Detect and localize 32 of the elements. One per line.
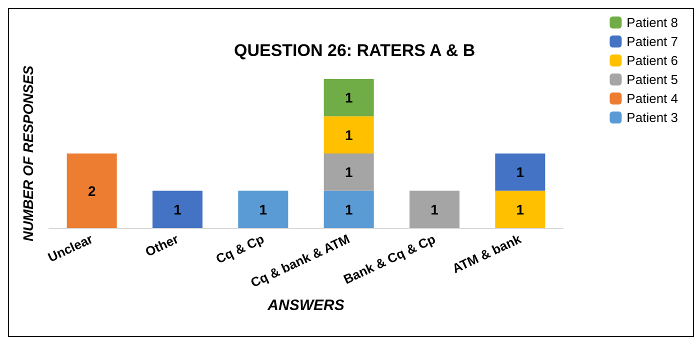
legend-label: Patient 6 xyxy=(626,53,678,68)
bar xyxy=(324,190,374,228)
bar xyxy=(324,154,374,191)
legend-label: Patient 5 xyxy=(626,72,678,87)
data-label: 1 xyxy=(516,201,524,218)
bar xyxy=(152,190,202,228)
bar xyxy=(495,190,546,228)
x-axis-title: ANSWERS xyxy=(266,297,344,314)
x-tick-label: Other xyxy=(142,231,181,260)
data-label: 1 xyxy=(430,201,439,218)
data-label: 1 xyxy=(174,201,182,218)
x-tick-label: Cq & Cp xyxy=(214,231,266,266)
data-label: 1 xyxy=(344,164,353,180)
data-label: 1 xyxy=(344,126,353,143)
data-label: 1 xyxy=(344,90,353,106)
bar xyxy=(324,79,374,116)
x-tick-label: ATM & bank xyxy=(450,230,524,276)
bar xyxy=(410,190,460,228)
chart-title: QUESTION 26: RATERS A & B xyxy=(234,41,476,60)
data-label: 1 xyxy=(516,164,524,180)
bar xyxy=(238,190,288,228)
data-label: 2 xyxy=(88,182,96,199)
bar xyxy=(324,116,374,154)
legend-label: Patient 3 xyxy=(626,110,678,125)
data-label: 1 xyxy=(259,201,268,218)
bar xyxy=(495,154,546,191)
legend-label: Patient 7 xyxy=(626,34,678,49)
bar xyxy=(66,154,117,228)
legend-label: Patient 4 xyxy=(626,91,678,106)
data-label: 1 xyxy=(344,201,353,218)
y-axis-title: NUMBER OF RESPONSES xyxy=(20,64,36,242)
legend-label: Patient 8 xyxy=(626,15,678,30)
